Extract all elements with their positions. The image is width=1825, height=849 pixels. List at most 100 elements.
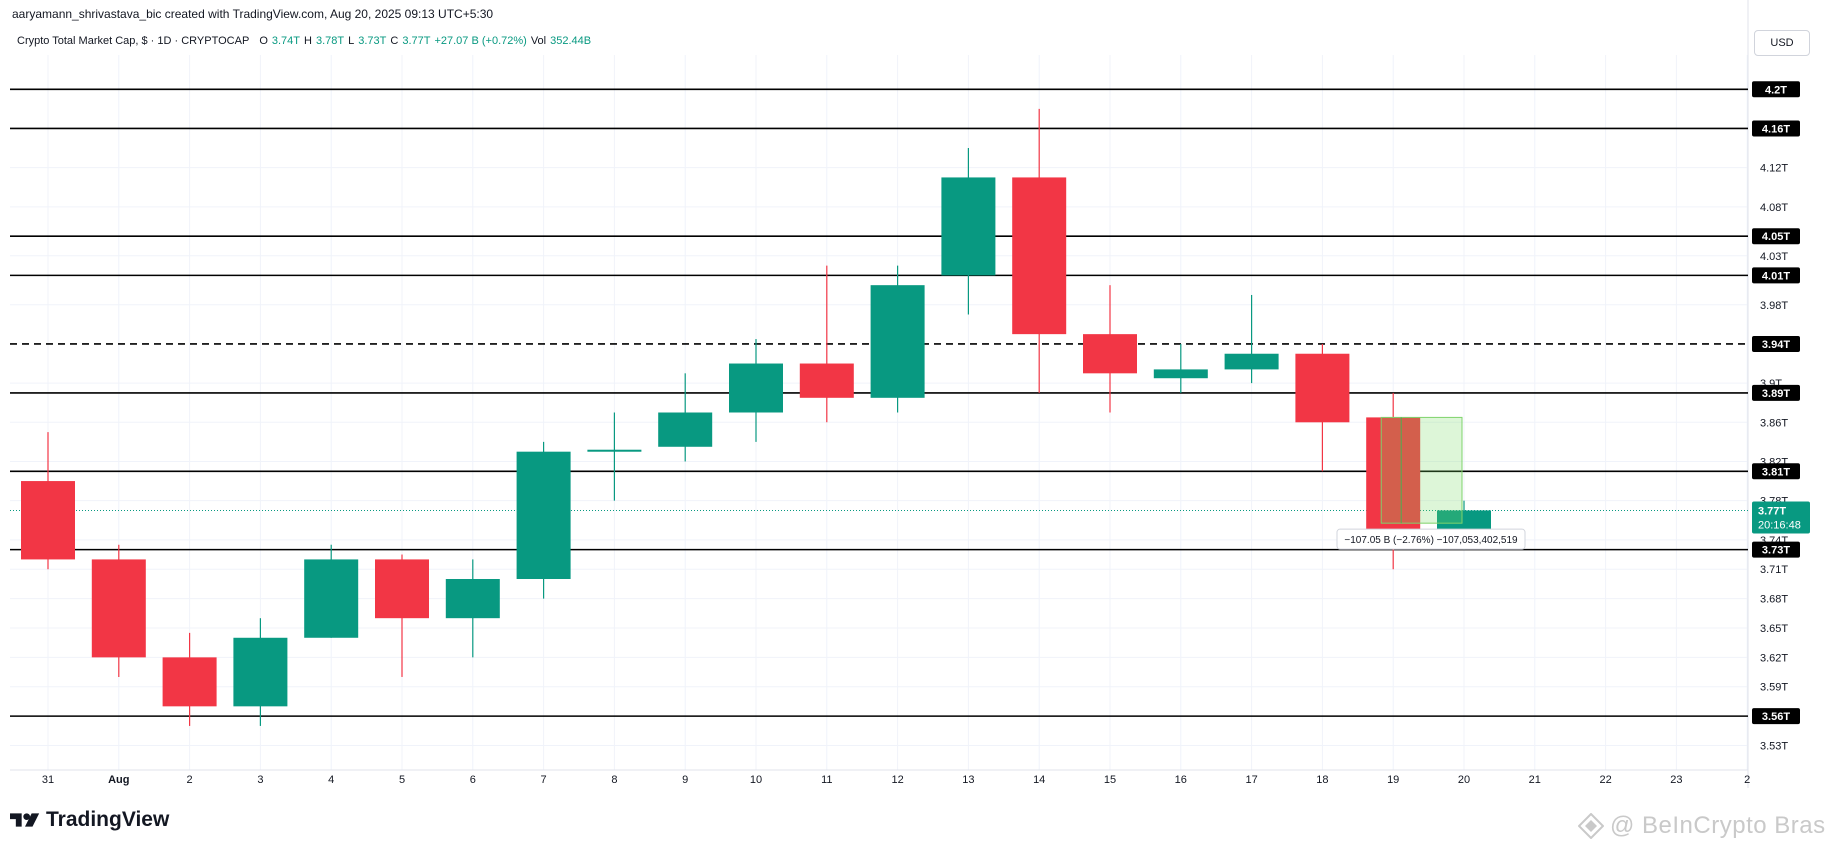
volume-value: 352.44B: [550, 35, 592, 47]
candle-body: [799, 363, 854, 398]
level-price-label: 3.94T: [1762, 339, 1790, 351]
high-value: 3.78T: [315, 35, 345, 47]
candle-body: [1295, 353, 1350, 423]
x-tick-label: 12: [891, 774, 903, 786]
candle-body: [1012, 177, 1067, 335]
level-price-label: 3.56T: [1762, 711, 1790, 723]
candle-body: [870, 285, 925, 398]
level-price-label-box: [1752, 81, 1800, 98]
symbol-title[interactable]: Crypto Total Market Cap, $ · 1D · CRYPTO…: [17, 35, 250, 47]
y-tick-label: 3.59T: [1760, 682, 1788, 694]
y-tick-label: 3.65T: [1760, 623, 1788, 635]
candle-body: [587, 449, 642, 452]
level-price-label-box: [1752, 228, 1800, 245]
y-tick-label: 3.62T: [1760, 652, 1788, 664]
volume-label: Vol: [530, 35, 547, 47]
x-tick-label: 22: [1599, 774, 1611, 786]
x-tick-label: 20: [1458, 774, 1470, 786]
candle-body: [233, 637, 288, 707]
x-tick-label: 10: [750, 774, 762, 786]
high-label: H: [304, 35, 312, 47]
watermark-icon: [1578, 813, 1604, 839]
y-tick-label: 3.53T: [1760, 741, 1788, 753]
current-price-label: 3.77T: [1758, 505, 1786, 517]
watermark: @ BeInCrypto Brasil: [1578, 812, 1825, 840]
candle-body: [304, 559, 359, 638]
x-tick-label: 31: [42, 774, 54, 786]
x-tick-label: 5: [399, 774, 405, 786]
candle-body: [1153, 369, 1208, 379]
candle-body: [658, 412, 713, 447]
level-price-label: 4.05T: [1762, 231, 1790, 243]
x-tick-label: 13: [962, 774, 974, 786]
tradingview-logo-text: TradingView: [46, 808, 170, 831]
x-tick-label: 6: [470, 774, 476, 786]
level-price-label: 3.73T: [1762, 545, 1790, 557]
candle-body: [162, 657, 217, 707]
candlestick-chart[interactable]: 4.12T4.08T4.03T3.98T3.9T3.86T3.82T3.78T3…: [0, 0, 1825, 800]
watermark-text: @ BeInCrypto Brasil: [1610, 812, 1825, 839]
x-tick-label: 2: [1744, 774, 1750, 786]
level-price-label: 4.2T: [1765, 84, 1787, 96]
level-price-label-box: [1752, 335, 1800, 352]
candle-body: [21, 481, 75, 560]
x-tick-label: 18: [1316, 774, 1328, 786]
countdown-label: 20:16:48: [1758, 519, 1801, 531]
level-price-label-box: [1752, 541, 1800, 558]
measure-label-box: [1336, 528, 1526, 550]
level-price-label-box: [1752, 267, 1800, 284]
x-tick-label: 17: [1245, 774, 1257, 786]
x-tick-label: 14: [1033, 774, 1045, 786]
x-tick-label: 11: [821, 774, 832, 786]
change-value: +27.07 B (+0.72%): [434, 35, 527, 47]
candle-body: [375, 559, 429, 619]
level-price-label-box: [1752, 708, 1800, 725]
measure-box: [1380, 416, 1463, 524]
currency-button[interactable]: USD: [1754, 30, 1810, 56]
candle-body: [941, 177, 996, 276]
x-tick-label: Aug: [108, 774, 129, 786]
ohlc-legend: Crypto Total Market Cap, $ · 1D · CRYPTO…: [17, 35, 591, 47]
level-price-label: 3.89T: [1762, 388, 1790, 400]
measure-label: −107.05 B (−2.76%) −107,053,402,519: [1344, 535, 1518, 546]
y-tick-label: 3.98T: [1760, 300, 1788, 312]
candle-body: [1366, 417, 1421, 540]
close-label: C: [390, 35, 399, 47]
open-value: 3.74T: [271, 35, 301, 47]
candle-body: [91, 559, 146, 658]
x-tick-label: 8: [611, 774, 617, 786]
x-tick-label: 23: [1670, 774, 1682, 786]
x-tick-label: 3: [257, 774, 263, 786]
candle-body: [729, 363, 783, 413]
level-price-label: 4.16T: [1762, 123, 1790, 135]
chart-attribution: aaryamann_shrivastava_bic created with T…: [12, 7, 494, 21]
candle-body: [1224, 353, 1279, 370]
candle-body: [516, 451, 571, 580]
tradingview-logo-icon: [10, 813, 40, 827]
y-tick-label: 4.08T: [1760, 202, 1788, 214]
level-price-label: 4.01T: [1762, 270, 1790, 282]
level-price-label-box: [1752, 463, 1800, 480]
y-tick-label: 4.03T: [1760, 251, 1788, 263]
tradingview-logo[interactable]: TradingView: [10, 808, 169, 832]
low-label: L: [348, 35, 355, 47]
level-price-label-box: [1752, 120, 1800, 137]
x-tick-label: 2: [187, 774, 193, 786]
candle-body: [445, 579, 500, 619]
x-tick-label: 9: [682, 774, 688, 786]
low-value: 3.73T: [358, 35, 387, 47]
close-value: 3.77T: [402, 35, 431, 47]
current-price-label-box: [1752, 501, 1810, 534]
candle-body: [1083, 334, 1137, 374]
level-price-label-box: [1752, 384, 1800, 401]
level-price-label: 3.81T: [1762, 466, 1790, 478]
x-tick-label: 4: [328, 774, 334, 786]
y-tick-label: 3.68T: [1760, 594, 1788, 606]
x-tick-label: 16: [1175, 774, 1187, 786]
x-tick-label: 19: [1387, 774, 1399, 786]
y-tick-label: 3.71T: [1760, 564, 1788, 576]
y-tick-label: 3.86T: [1760, 417, 1788, 429]
x-tick-label: 15: [1104, 774, 1116, 786]
y-tick-label: 4.12T: [1760, 163, 1788, 175]
x-tick-label: 7: [541, 774, 547, 786]
